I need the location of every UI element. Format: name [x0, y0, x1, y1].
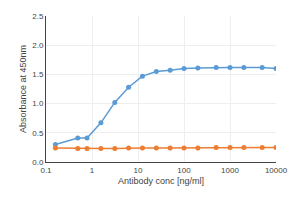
svg-text:0.0: 0.0	[32, 158, 44, 167]
svg-text:1.0: 1.0	[32, 99, 44, 108]
svg-text:10000: 10000	[265, 166, 288, 175]
svg-text:0.1: 0.1	[40, 166, 52, 175]
svg-text:1: 1	[90, 166, 95, 175]
svg-text:2.5: 2.5	[32, 12, 44, 21]
svg-text:0.5: 0.5	[32, 129, 44, 138]
svg-text:1.5: 1.5	[32, 70, 44, 79]
svg-text:Absorbance at 450nm: Absorbance at 450nm	[18, 45, 28, 133]
svg-text:1000: 1000	[221, 166, 239, 175]
svg-text:100: 100	[177, 166, 191, 175]
svg-text:2.0: 2.0	[32, 41, 44, 50]
svg-text:10: 10	[134, 166, 143, 175]
svg-text:Antibody conc [ng/ml]: Antibody conc [ng/ml]	[118, 176, 204, 186]
